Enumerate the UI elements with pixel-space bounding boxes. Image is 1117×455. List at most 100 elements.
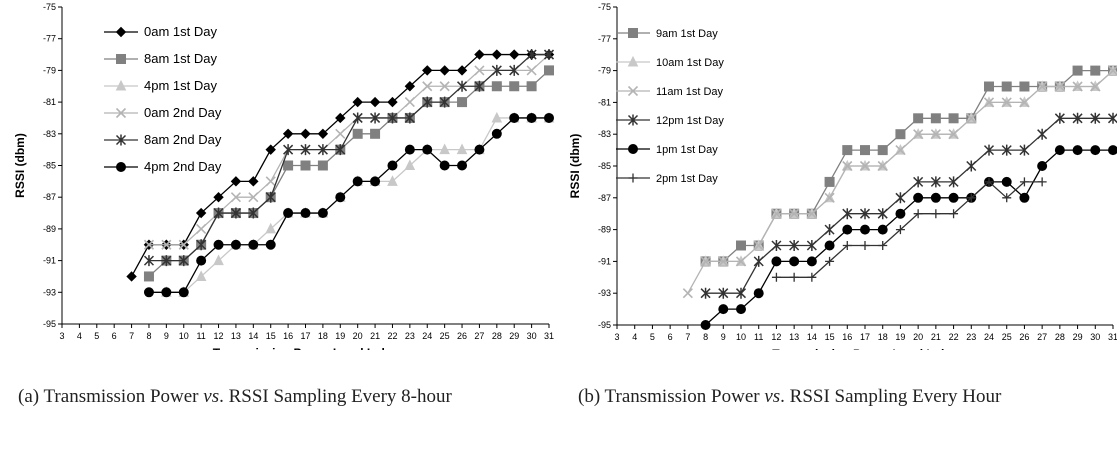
x-tick-label: 12 — [771, 332, 781, 342]
data-point-0am-2nd-day — [196, 223, 207, 234]
data-point-0am-1st-day — [352, 96, 363, 108]
x-axis-label: Transmission Power Level Index — [772, 347, 958, 350]
caption-a-prefix: (a) Transmission Power — [18, 386, 204, 407]
data-point-4pm-2nd-day — [491, 128, 502, 139]
data-point-11am-1st-day — [966, 113, 977, 124]
legend-marker-8am-2nd-day — [115, 134, 127, 146]
series-line-2pm-1st-day — [776, 181, 1043, 278]
data-point-8am-2nd-day — [474, 80, 485, 92]
data-point-0am-1st-day — [456, 65, 468, 76]
data-point-0am-1st-day — [387, 96, 398, 108]
data-point-8am-2nd-day — [178, 255, 189, 267]
y-axis-label: RSSI (dbm) — [568, 134, 582, 199]
x-tick-label: 7 — [129, 331, 134, 341]
data-point-1pm-1st-day — [1108, 145, 1117, 156]
data-point-12pm-1st-day — [895, 192, 906, 204]
data-point-8am-2nd-day — [265, 191, 276, 203]
data-point-8am-1st-day — [352, 128, 363, 139]
data-point-11am-1st-day — [735, 256, 747, 267]
data-point-12pm-1st-day — [735, 287, 747, 299]
x-tick-label: 12 — [214, 331, 224, 341]
data-point-8am-2nd-day — [196, 239, 207, 251]
y-tick-label: -89 — [43, 224, 56, 234]
data-point-4pm-2nd-day — [422, 144, 433, 155]
x-tick-label: 22 — [387, 331, 397, 341]
data-point-12pm-1st-day — [1001, 144, 1012, 156]
legend-label-0am-2nd-day: 0am 2nd Day — [144, 105, 222, 120]
data-point-1pm-1st-day — [736, 304, 746, 315]
data-point-8am-2nd-day — [404, 112, 415, 124]
x-tick-label: 16 — [842, 332, 852, 342]
x-tick-label: 15 — [825, 332, 835, 342]
data-point-4pm-2nd-day — [161, 287, 172, 298]
x-tick-label: 6 — [668, 332, 673, 342]
data-point-2pm-1st-day — [966, 193, 976, 203]
data-point-1pm-1st-day — [913, 192, 924, 203]
data-point-12pm-1st-day — [824, 224, 835, 236]
data-point-11am-1st-day — [913, 129, 924, 140]
x-tick-label: 18 — [878, 332, 888, 342]
data-point-12pm-1st-day — [1019, 144, 1030, 156]
data-point-1pm-1st-day — [1072, 145, 1083, 156]
x-tick-label: 23 — [966, 332, 976, 342]
y-tick-label: -83 — [43, 129, 56, 139]
data-point-11am-1st-day — [1037, 81, 1048, 92]
data-point-8am-2nd-day — [543, 49, 555, 61]
legend-label-2pm-1st-day: 2pm 1st Day — [656, 173, 718, 185]
y-tick-label: -91 — [598, 256, 611, 266]
caption-b: (b) Transmission Power vs. RSSI Sampling… — [578, 384, 1078, 409]
data-point-0am-1st-day — [282, 128, 294, 140]
data-point-1pm-1st-day — [895, 208, 906, 219]
data-point-9am-1st-day — [1001, 81, 1012, 92]
data-point-1pm-1st-day — [1019, 192, 1030, 203]
x-tick-label: 25 — [440, 331, 450, 341]
y-tick-label: -89 — [598, 225, 611, 235]
data-point-0am-2nd-day — [439, 81, 450, 92]
data-point-1pm-1st-day — [1037, 161, 1048, 171]
data-point-8am-2nd-day — [283, 144, 294, 156]
data-point-2pm-1st-day — [895, 225, 905, 235]
legend-marker-0am-2nd-day — [115, 107, 127, 119]
data-point-8am-2nd-day — [457, 80, 468, 92]
data-point-1pm-1st-day — [718, 304, 729, 315]
x-tick-label: 30 — [1090, 332, 1100, 342]
data-point-11am-1st-day — [682, 288, 693, 299]
legend-label-8am-2nd-day: 8am 2nd Day — [144, 132, 222, 147]
data-point-8am-2nd-day — [526, 49, 537, 61]
data-point-12pm-1st-day — [1054, 112, 1065, 124]
data-point-12pm-1st-day — [1107, 112, 1117, 124]
x-tick-label: 28 — [1055, 332, 1065, 342]
data-point-11am-1st-day — [806, 208, 817, 219]
data-point-0am-2nd-day — [248, 192, 259, 203]
data-point-4pm-2nd-day — [230, 239, 241, 250]
data-point-0am-1st-day — [422, 65, 433, 76]
x-tick-label: 5 — [94, 331, 99, 341]
data-point-9am-1st-day — [860, 145, 870, 156]
y-tick-label: -85 — [43, 161, 56, 171]
data-point-0am-2nd-day — [474, 65, 485, 76]
data-point-0am-2nd-day — [161, 239, 172, 250]
x-tick-label: 21 — [370, 331, 380, 341]
data-point-4pm-2nd-day — [213, 239, 224, 250]
chart-a: -75 -77 -79 -81 -83 -85 -87 -89 -91 -93 -953 4 5 6 7 8 9… — [13, 2, 555, 360]
data-point-1pm-1st-day — [860, 224, 870, 235]
x-tick-label: 19 — [895, 332, 905, 342]
caption-b-suffix: . RSSI Sampling Every Hour — [780, 386, 1002, 407]
y-axis-label: RSSI (dbm) — [13, 133, 27, 198]
series-2pm-1st-day — [771, 177, 1047, 282]
data-point-9am-1st-day — [842, 145, 853, 156]
y-tick-label: -79 — [598, 66, 611, 76]
chart-panel-b: -75 -77 -79 -81 -83 -85 -87 -89 -91 -93 -95 3 4 5 6 7 8 9… — [560, 0, 1117, 455]
data-point-2pm-1st-day — [913, 209, 923, 219]
data-point-8am-1st-day — [370, 128, 381, 139]
data-point-12pm-1st-day — [859, 208, 871, 220]
data-point-0am-1st-day — [491, 49, 503, 60]
data-point-12pm-1st-day — [842, 208, 853, 220]
data-point-11am-1st-day — [859, 160, 871, 172]
x-tick-label: 10 — [179, 331, 189, 341]
data-point-1pm-1st-day — [930, 192, 941, 203]
data-point-8am-2nd-day — [248, 207, 259, 219]
x-tick-label: 11 — [196, 331, 205, 341]
data-point-4pm-2nd-day — [196, 255, 207, 266]
data-point-11am-1st-day — [1001, 97, 1012, 108]
